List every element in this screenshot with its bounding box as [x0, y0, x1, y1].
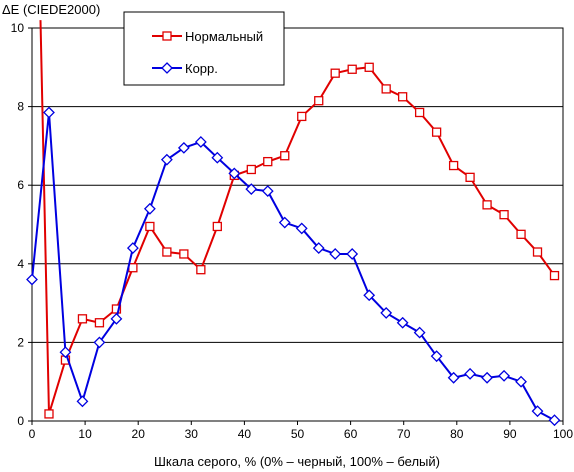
data-point-marker: [397, 92, 408, 102]
data-point-marker: [380, 307, 393, 319]
data-point-marker: [498, 369, 510, 382]
y-tick-label: 2: [17, 335, 24, 349]
series-normal: [39, 20, 560, 419]
data-point-marker: [516, 229, 526, 239]
data-point-marker: [314, 96, 324, 106]
data-point-marker: [396, 316, 409, 329]
series-line: [31, 111, 555, 422]
data-point-marker: [447, 371, 460, 384]
data-point-marker: [228, 167, 241, 180]
x-tick-label: 50: [291, 427, 305, 441]
data-point-marker: [77, 314, 88, 324]
data-point-marker: [548, 414, 561, 427]
legend-marker: [161, 62, 173, 74]
x-axis-title: Шкала серого, % (0% – черный, 100% – бел…: [154, 454, 440, 469]
x-tick-label: 90: [503, 427, 517, 441]
data-point-marker: [76, 395, 89, 408]
x-tick-label: 10: [78, 427, 92, 441]
y-tick-label: 6: [17, 178, 24, 192]
data-point-marker: [295, 222, 308, 235]
data-point-marker: [448, 160, 459, 171]
data-point-marker: [431, 127, 442, 137]
data-point-marker: [143, 202, 156, 215]
data-point-marker: [482, 200, 492, 210]
data-point-marker: [346, 248, 359, 260]
data-point-marker: [145, 221, 155, 232]
x-tick-label: 20: [132, 427, 146, 441]
data-point-marker: [330, 68, 340, 78]
series-line: [39, 20, 556, 415]
data-point-marker: [59, 346, 72, 359]
data-point-marker: [413, 326, 426, 339]
data-point-marker: [347, 64, 357, 74]
x-tick-label: 60: [344, 427, 358, 441]
data-point-marker: [246, 164, 256, 175]
data-point-marker: [110, 312, 123, 325]
data-point-marker: [263, 156, 273, 167]
x-tick-label: 80: [450, 427, 464, 441]
data-point-marker: [194, 136, 207, 148]
data-point-marker: [499, 210, 509, 220]
x-tick-label: 30: [185, 427, 199, 441]
data-point-marker: [44, 409, 54, 419]
data-point-marker: [43, 106, 55, 119]
data-point-marker: [430, 350, 443, 363]
data-point-marker: [549, 270, 560, 281]
data-point-marker: [329, 248, 342, 260]
y-axis-title: ΔE (CIEDE2000): [2, 2, 100, 17]
legend-label: Корр.: [185, 61, 218, 76]
data-point-marker: [278, 216, 291, 229]
series-corrected: [26, 106, 561, 427]
x-tick-label: 40: [238, 427, 252, 441]
data-point-marker: [465, 172, 475, 182]
legend-marker: [162, 31, 172, 41]
data-point-marker: [464, 367, 476, 380]
plot-area-frame: [31, 27, 564, 422]
legend: Нормальный Корр.: [123, 11, 285, 86]
data-point-marker: [280, 151, 290, 161]
legend-item: Корр.: [152, 61, 218, 76]
x-tick-label: 0: [29, 427, 36, 441]
y-tick-label: 0: [17, 414, 24, 428]
data-point-marker: [245, 183, 258, 196]
data-point-marker: [414, 107, 425, 118]
data-point-marker: [196, 265, 206, 275]
data-point-marker: [160, 153, 173, 166]
data-point-marker: [177, 141, 190, 154]
y-tick-label: 8: [17, 100, 24, 114]
data-point-marker: [312, 242, 325, 254]
series-layer: [26, 20, 561, 427]
y-tick-label: 4: [17, 257, 24, 271]
data-point-marker: [532, 247, 543, 257]
data-point-marker: [515, 375, 527, 388]
x-tick-label: 70: [397, 427, 411, 441]
data-point-marker: [212, 221, 222, 232]
data-point-marker: [261, 185, 274, 198]
data-point-marker: [364, 62, 374, 72]
data-point-marker: [363, 289, 376, 302]
data-point-marker: [481, 371, 493, 384]
data-point-marker: [179, 249, 189, 259]
gridlines: [32, 27, 563, 422]
data-point-marker: [381, 84, 391, 94]
legend-item: Нормальный: [152, 29, 263, 44]
x-tick-label: 100: [553, 427, 573, 441]
legend-box: [123, 11, 285, 86]
data-point-marker: [126, 242, 139, 254]
data-point-marker: [162, 247, 172, 257]
legend-label: Нормальный: [185, 29, 263, 44]
data-point-marker: [128, 263, 138, 273]
data-point-marker: [297, 111, 307, 122]
data-point-marker: [531, 405, 544, 418]
data-point-marker: [211, 151, 224, 164]
data-point-marker: [26, 273, 38, 286]
data-point-marker: [94, 318, 105, 328]
y-tick-label: 10: [11, 21, 25, 35]
data-point-marker: [93, 336, 106, 349]
